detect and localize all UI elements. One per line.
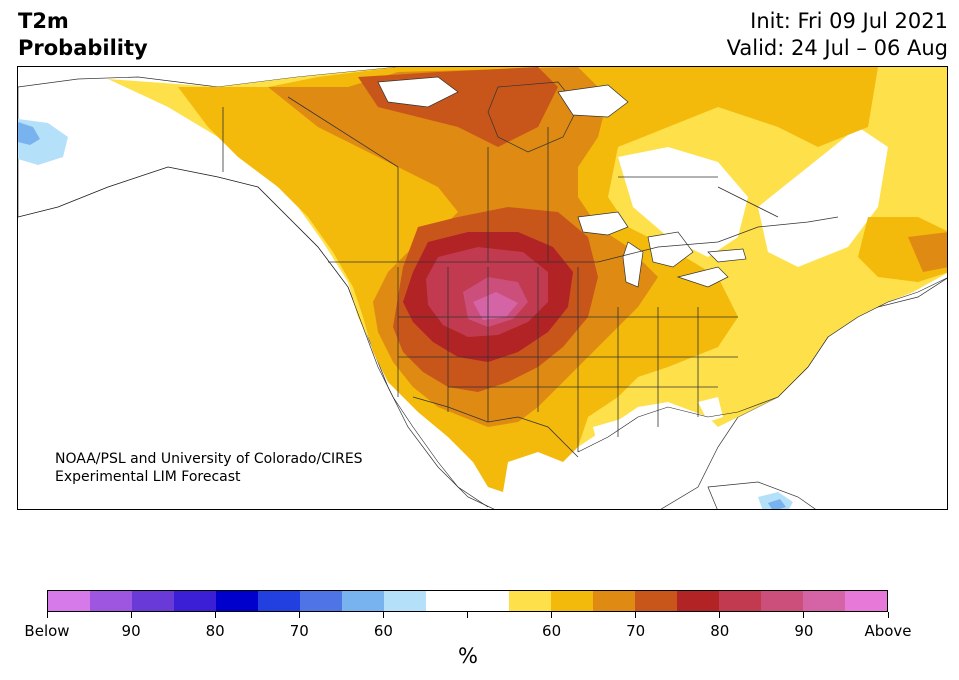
borders (222, 96, 839, 458)
colorbar-cell (383, 591, 426, 611)
colorbar-cell (131, 591, 174, 611)
title-quantity: Probability (18, 36, 148, 60)
colorbar-cell (173, 591, 216, 611)
colorbar-label: 60 (542, 622, 562, 640)
colorbar-cell (89, 591, 132, 611)
colorbar-label: 80 (205, 622, 225, 640)
map-svg (18, 67, 947, 509)
colorbar-tick (130, 612, 132, 618)
colorbar-cell (341, 591, 384, 611)
colorbar-tick (467, 612, 468, 618)
great-lakes (577, 211, 747, 288)
colorbar-cell (761, 591, 804, 611)
colorbar-cell (509, 591, 552, 611)
credit-line-1: NOAA/PSL and University of Colorado/CIRE… (55, 451, 363, 467)
colorbar-label: 60 (373, 622, 393, 640)
colorbar-cell (677, 591, 720, 611)
title-variable: T2m (18, 9, 69, 33)
colorbar-tick (46, 612, 48, 618)
colorbar-tick (719, 612, 721, 618)
colorbar-unit: % (458, 644, 478, 668)
colorbar-cell (215, 591, 258, 611)
colorbar-cell (299, 591, 342, 611)
colorbar (47, 590, 888, 612)
colorbar-label: Below (24, 622, 70, 640)
colorbar-cell (635, 591, 678, 611)
valid-period: Valid: 24 Jul – 06 Aug (726, 36, 948, 60)
colorbar-cell (845, 591, 888, 611)
credit-text: NOAA/PSL and University of Colorado/CIRE… (55, 450, 363, 486)
colorbar-tick (551, 612, 553, 618)
colorbar-cell (48, 591, 90, 611)
colorbar-cell (467, 591, 510, 611)
colorbar-tick (214, 612, 216, 618)
map-title: T2m Probability (18, 8, 148, 62)
colorbar-cell (551, 591, 594, 611)
colorbar-cell (257, 591, 300, 611)
colorbar-cell (593, 591, 636, 611)
colorbar-label: Above (864, 622, 912, 640)
colorbar-tick (887, 612, 889, 618)
credit-line-2: Experimental LIM Forecast (55, 469, 241, 485)
colorbar-label: 90 (794, 622, 814, 640)
colorbar-cell (425, 591, 468, 611)
colorbar-cell (719, 591, 762, 611)
colorbar-tick (382, 612, 384, 618)
colorbar-cell (803, 591, 846, 611)
colorbar-tick (298, 612, 300, 618)
colorbar-label: 70 (626, 622, 646, 640)
init-date: Init: Fri 09 Jul 2021 (750, 9, 948, 33)
no-signal-mexico (503, 452, 573, 509)
forecast-dates: Init: Fri 09 Jul 2021 Valid: 24 Jul – 06… (727, 8, 948, 62)
colorbar-tick (803, 612, 805, 618)
colorbar-label: 90 (121, 622, 141, 640)
colorbar-label: 70 (289, 622, 309, 640)
colorbar-tick (635, 612, 637, 618)
colorbar-label: 80 (710, 622, 730, 640)
probability-map (17, 66, 948, 510)
